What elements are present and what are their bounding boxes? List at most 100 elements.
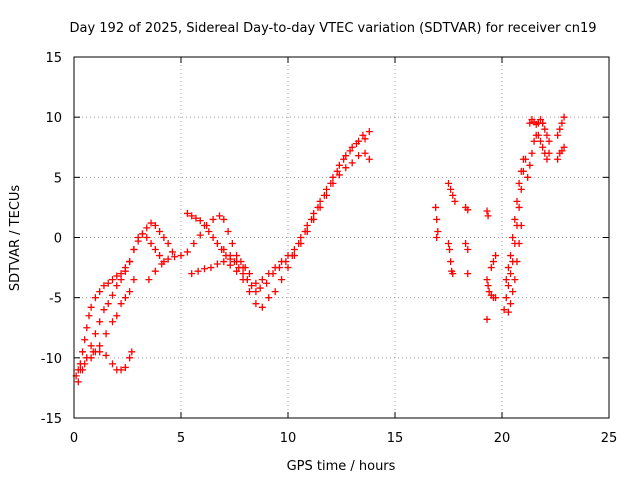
data-point [188,212,196,220]
data-point [539,119,547,127]
data-point [515,179,523,187]
series-arc-3 [76,276,138,374]
data-point [233,252,241,260]
data-point [297,240,305,248]
data-point [177,252,185,260]
data-point [226,252,234,260]
data-point [226,261,234,269]
data-point [484,212,492,220]
data-point [487,264,495,272]
data-point [263,279,271,287]
data-point [74,378,82,386]
data-point [102,330,110,338]
data-point [220,246,228,254]
data-point [445,240,452,248]
data-point [445,179,452,187]
data-point [196,217,204,225]
series-arc-19 [526,116,551,163]
data-point [109,318,117,326]
data-point [509,234,517,241]
data-point [278,276,286,284]
data-point [164,240,172,248]
data-point [545,137,553,145]
data-point [513,258,521,266]
plot-frame [73,56,610,419]
data-point [278,258,286,266]
data-point [121,294,129,302]
data-point [213,240,221,248]
data-point [483,315,491,323]
series-arc-14 [483,207,500,323]
data-point [517,221,525,229]
data-point [196,231,204,239]
data-point [560,113,568,121]
data-point [532,120,540,128]
data-point [517,185,525,193]
data-point [543,131,551,139]
data-point [96,342,104,350]
data-point [160,234,168,241]
series-arc-4 [76,348,136,374]
data-point [224,227,232,235]
data-point [502,294,510,302]
data-point [83,324,91,332]
data-point [492,294,500,302]
x-tick-label: 25 [601,431,618,446]
data-point [483,276,491,284]
data-point [147,240,155,248]
data-point [485,288,493,296]
data-point [361,149,369,157]
data-point [451,197,459,205]
data-point [365,128,373,136]
data-point [228,240,236,248]
chart-title: Day 192 of 2025, Sidereal Day-to-day VTE… [69,21,596,36]
data-point [183,209,191,217]
data-point [556,125,564,133]
data-point [303,221,311,229]
data-point [507,300,515,308]
data-point [509,288,517,296]
data-point [484,282,492,290]
series-arc-15 [500,155,530,314]
data-point [303,227,311,235]
series-arc-5 [145,212,249,284]
data-point [109,276,117,284]
data-point [87,342,95,350]
data-point [171,253,179,261]
data-point [446,246,454,254]
data-point [183,248,191,256]
data-point [433,215,441,223]
x-axis-title: GPS time / hours [287,459,396,474]
data-point [117,366,125,374]
data-point [342,164,350,172]
data-point [104,279,112,287]
data-point [220,215,228,223]
data-point [126,288,134,296]
data-point [554,131,562,139]
data-point [271,288,279,296]
data-point [156,227,164,235]
data-point [239,276,247,284]
data-point [329,179,337,187]
data-point [515,203,523,211]
data-point [507,270,515,278]
data-point [252,279,260,287]
x-tick-label: 15 [387,431,404,446]
data-point [513,197,521,205]
data-point [117,276,125,284]
data-point [220,258,228,266]
data-point [91,330,99,338]
x-tick-label: 20 [494,431,511,446]
data-point [113,272,121,280]
data-point [355,152,363,160]
data-point [233,267,241,275]
data-point [147,219,155,227]
data-point [207,264,215,272]
data-point [541,125,549,133]
data-point [348,159,356,167]
data-point [194,267,202,275]
data-point [290,252,298,260]
data-point [190,240,198,248]
data-point [335,171,343,179]
